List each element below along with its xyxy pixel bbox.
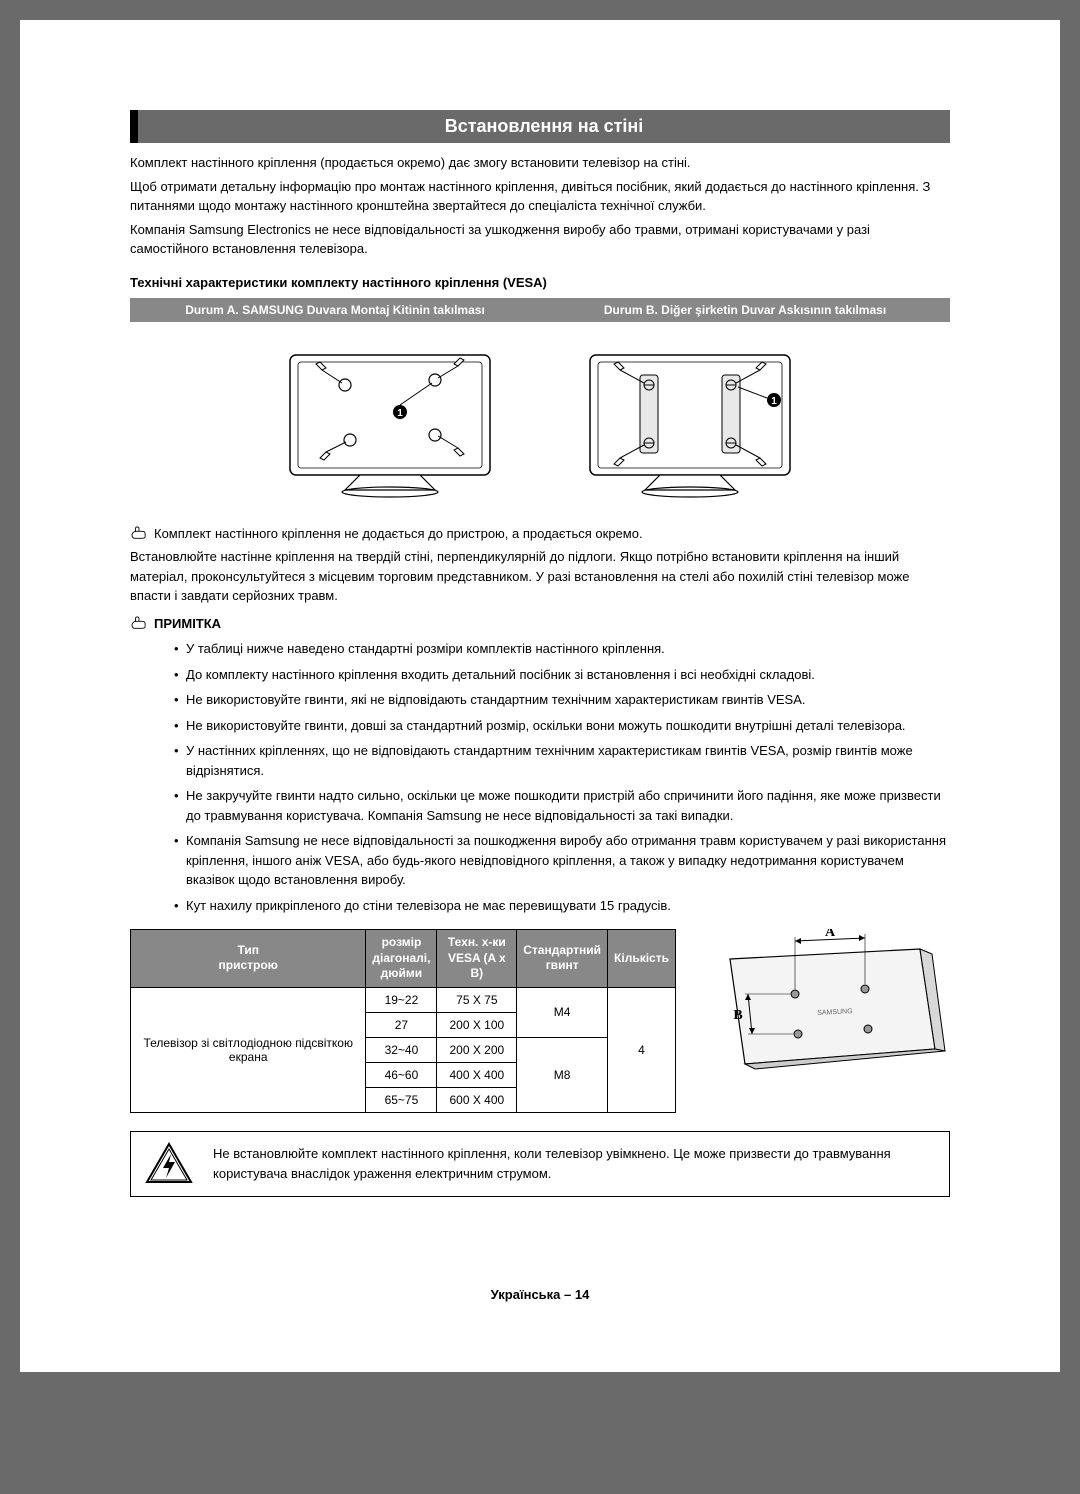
size-cell: 32~40 bbox=[366, 1037, 437, 1062]
device-type-cell: Телевізор зі світлодіодною підсвіткою ек… bbox=[131, 987, 366, 1112]
size-cell: 19~22 bbox=[366, 987, 437, 1012]
vesa-cell: 200 X 100 bbox=[437, 1012, 517, 1037]
size-cell: 65~75 bbox=[366, 1087, 437, 1112]
warning-text: Не встановлюйте комплект настінного кріп… bbox=[213, 1144, 935, 1183]
dim-b-label: B bbox=[733, 1008, 742, 1023]
intro-paragraph: Щоб отримати детальну інформацію про мон… bbox=[130, 177, 950, 216]
vesa-cell: 600 X 400 bbox=[437, 1087, 517, 1112]
vesa-cell: 200 X 200 bbox=[437, 1037, 517, 1062]
list-item: Кут нахилу прикріпленого до стіни телеві… bbox=[174, 896, 950, 916]
list-item: Не закручуйте гвинти надто сильно, оскіл… bbox=[174, 786, 950, 825]
list-item: До комплекту настінного кріплення входит… bbox=[174, 665, 950, 685]
vesa-cell: 75 X 75 bbox=[437, 987, 517, 1012]
list-item: Не використовуйте гвинти, які не відпові… bbox=[174, 690, 950, 710]
screw-cell: M8 bbox=[517, 1037, 608, 1112]
vesa-spec-heading: Технічні характеристики комплекту настін… bbox=[130, 275, 950, 290]
svg-text:1: 1 bbox=[771, 396, 777, 407]
qty-cell: 4 bbox=[608, 987, 676, 1112]
dim-a-label: A bbox=[825, 929, 836, 940]
warning-icon bbox=[145, 1142, 193, 1186]
intro-paragraph: Компанія Samsung Electronics не несе від… bbox=[130, 220, 950, 259]
section-title: Встановлення на стіні bbox=[130, 110, 950, 143]
note-icon bbox=[130, 616, 148, 630]
note-icon bbox=[130, 526, 148, 540]
col-qty: Кількість bbox=[608, 930, 676, 988]
vesa-dimension-diagram: A B SAMSUNG bbox=[690, 929, 950, 1079]
diagram-case-b: 1 bbox=[560, 340, 820, 500]
vesa-table: Типпристрою розмірдіагоналі,дюйми Техн. … bbox=[130, 929, 676, 1113]
diagram-case-a: 1 bbox=[260, 340, 520, 500]
col-vesa: Техн. х-киVESA (A x B) bbox=[437, 930, 517, 988]
size-cell: 46~60 bbox=[366, 1062, 437, 1087]
list-item: У настінних кріпленнях, що не відповідаю… bbox=[174, 741, 950, 780]
notes-bullet-list: У таблиці нижче наведено стандартні розм… bbox=[130, 639, 950, 915]
case-a-label: Durum A. SAMSUNG Duvara Montaj Kitinin t… bbox=[130, 298, 540, 322]
electrical-warning: Не встановлюйте комплект настінного кріп… bbox=[130, 1131, 950, 1197]
note-label: ПРИМІТКА bbox=[154, 614, 221, 634]
list-item: У таблиці нижче наведено стандартні розм… bbox=[174, 639, 950, 659]
mounting-diagrams: 1 1 bbox=[130, 322, 950, 524]
vesa-table-area: Типпристрою розмірдіагоналі,дюйми Техн. … bbox=[130, 929, 950, 1113]
col-size: розмірдіагоналі,дюйми bbox=[366, 930, 437, 988]
list-item: Компанія Samsung не несе відповідальност… bbox=[174, 831, 950, 890]
note-text: Комплект настінного кріплення не додаєть… bbox=[154, 524, 643, 544]
size-cell: 27 bbox=[366, 1012, 437, 1037]
page-footer: Українська – 14 bbox=[130, 1287, 950, 1302]
vesa-cell: 400 X 400 bbox=[437, 1062, 517, 1087]
install-warning-paragraph: Встановлюйте настінне кріплення на тверд… bbox=[130, 547, 950, 606]
col-type: Типпристрою bbox=[131, 930, 366, 988]
note-separately-sold: Комплект настінного кріплення не додаєть… bbox=[130, 524, 950, 544]
svg-text:1: 1 bbox=[397, 408, 403, 419]
case-header-row: Durum A. SAMSUNG Duvara Montaj Kitinin t… bbox=[130, 298, 950, 322]
screw-cell: M4 bbox=[517, 987, 608, 1037]
note-label-row: ПРИМІТКА bbox=[130, 614, 950, 634]
case-b-label: Durum B. Diğer şirketin Duvar Askısının … bbox=[540, 298, 950, 322]
col-screw: Стандартнийгвинт bbox=[517, 930, 608, 988]
list-item: Не використовуйте гвинти, довші за станд… bbox=[174, 716, 950, 736]
document-page: Встановлення на стіні Комплект настінног… bbox=[20, 20, 1060, 1372]
intro-paragraph: Комплект настінного кріплення (продаєтьс… bbox=[130, 153, 950, 173]
